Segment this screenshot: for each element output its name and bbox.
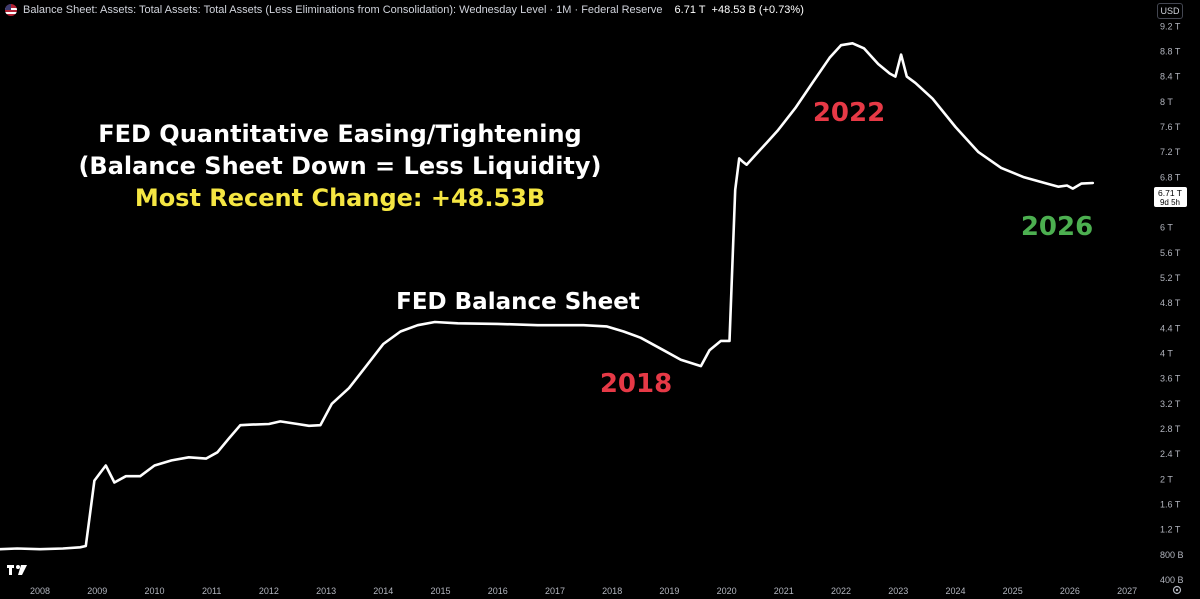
- y-tick-label: 1.2 T: [1160, 525, 1181, 535]
- us-flag-icon: [5, 4, 17, 16]
- y-tick-label: 5.6 T: [1160, 248, 1181, 258]
- y-tick-label: 7.6 T: [1160, 122, 1181, 132]
- y-tick-label: 5.2 T: [1160, 273, 1181, 283]
- last-price-countdown: 9d 5h: [1160, 198, 1180, 207]
- x-tick-label: 2013: [316, 586, 336, 596]
- last-price-value: 6.71 T: [1158, 188, 1182, 198]
- y-tick-label: 2.8 T: [1160, 424, 1181, 434]
- annotation-2022: 2022: [813, 98, 885, 128]
- last-price-label: 6.71 T 9d 5h: [1154, 187, 1187, 207]
- x-tick-label: 2017: [545, 586, 565, 596]
- x-tick-label: 2011: [202, 586, 221, 596]
- y-tick-label: 3.6 T: [1160, 374, 1181, 384]
- chart-header: Balance Sheet: Assets: Total Assets: Tot…: [0, 0, 1150, 20]
- y-tick-label: 400 B: [1160, 575, 1184, 585]
- annotation-2026: 2026: [1021, 212, 1093, 242]
- y-tick-label: 9.2 T: [1160, 21, 1181, 31]
- x-tick-label: 2012: [259, 586, 279, 596]
- x-tick-label: 2025: [1003, 586, 1023, 596]
- plot-area: [0, 41, 1095, 551]
- y-tick-label: 2 T: [1160, 474, 1173, 484]
- y-tick-label: 8.8 T: [1160, 47, 1181, 57]
- y-tick-label: 1.6 T: [1160, 500, 1181, 510]
- currency-button[interactable]: USD: [1157, 3, 1183, 19]
- y-tick-label: 7.2 T: [1160, 147, 1181, 157]
- series-line-balance-sheet: [0, 41, 1095, 551]
- y-tick-label: 8.4 T: [1160, 72, 1181, 82]
- x-tick-label: 2021: [774, 586, 794, 596]
- x-tick-label: 2027: [1117, 586, 1137, 596]
- y-tick-label: 3.2 T: [1160, 399, 1181, 409]
- y-tick-label: 4.4 T: [1160, 323, 1181, 333]
- annotation-title: FED Quantitative Easing/Tightening: [98, 120, 582, 148]
- x-tick-label: 2015: [430, 586, 450, 596]
- series-title[interactable]: Balance Sheet: Assets: Total Assets: Tot…: [23, 4, 663, 16]
- y-tick-label: 8 T: [1160, 97, 1173, 107]
- x-tick-label: 2009: [87, 586, 107, 596]
- axes: 2008 2009 2010 2011 2012 2013 2014 2015 2016 2017…: [30, 21, 1184, 596]
- y-tick-label: 6.8 T: [1160, 172, 1181, 182]
- last-value: 6.71 T: [674, 4, 706, 16]
- x-tick-label: 2023: [888, 586, 908, 596]
- annotation-series-label: FED Balance Sheet: [396, 289, 640, 315]
- x-tick-label: 2016: [488, 586, 508, 596]
- y-tick-label: 4 T: [1160, 349, 1173, 359]
- y-tick-label: 2.4 T: [1160, 449, 1181, 459]
- y-tick-label: 800 B: [1160, 550, 1184, 560]
- y-tick-label: 4.8 T: [1160, 298, 1181, 308]
- change-value: +48.53 B (+0.73%): [711, 4, 804, 16]
- x-tick-label: 2014: [373, 586, 393, 596]
- gear-icon[interactable]: [1172, 585, 1182, 595]
- x-tick-label: 2018: [602, 586, 622, 596]
- x-tick-label: 2010: [144, 586, 164, 596]
- x-tick-label: 2026: [1060, 586, 1080, 596]
- x-tick-label: 2019: [659, 586, 679, 596]
- x-tick-label: 2020: [717, 586, 737, 596]
- tradingview-logo-icon: [7, 565, 27, 575]
- y-tick-label: 6 T: [1160, 223, 1173, 233]
- annotation-2018: 2018: [600, 369, 672, 399]
- annotation-recent-change: Most Recent Change: +48.53B: [135, 184, 545, 212]
- x-tick-label: 2024: [945, 586, 965, 596]
- x-tick-label: 2022: [831, 586, 851, 596]
- x-tick-label: 2008: [30, 586, 50, 596]
- annotation-subtitle: (Balance Sheet Down = Less Liquidity): [78, 152, 601, 180]
